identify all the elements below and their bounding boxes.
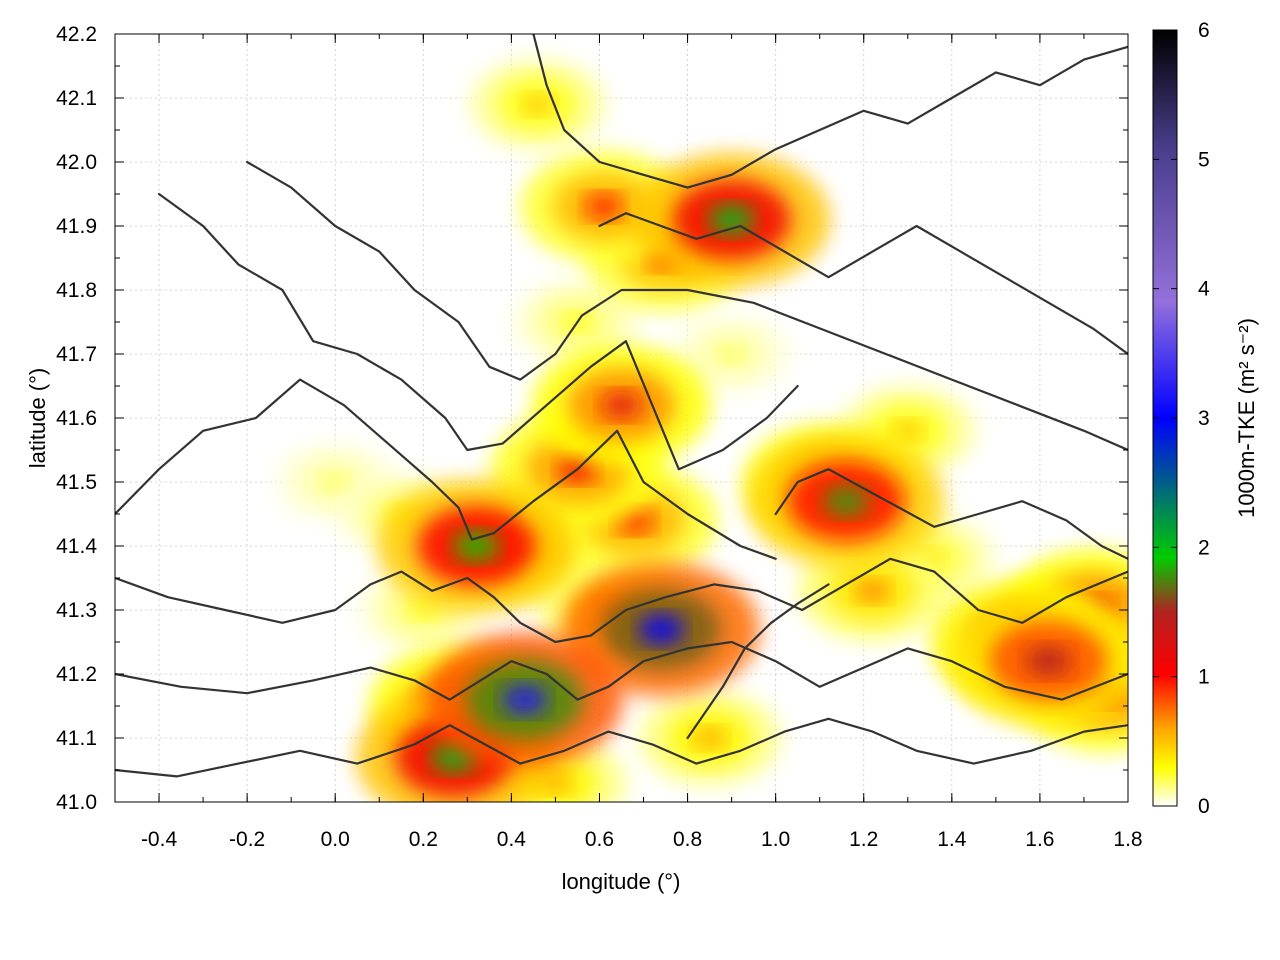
heat-spot [633,152,831,287]
x-tick-label: 1.0 [761,828,790,851]
y-tick-label: 41.2 [56,663,97,686]
y-tick-label: 41.3 [56,599,97,622]
y-axis-title: latitude (°) [25,368,50,469]
heat-spot [532,344,711,466]
heat-spot [426,632,624,767]
y-tick-label: 41.9 [56,215,97,238]
y-tick-label: 42.0 [56,151,97,174]
colorbar-tick-label: 3 [1198,407,1210,430]
y-tick-label: 41.6 [56,407,97,430]
x-tick-label: 1.2 [849,828,878,851]
contour-line [115,378,777,560]
colorbar-title: 1000m-TKE (m² s⁻²) [1234,318,1259,518]
heat-spot [950,594,1128,729]
x-tick-label: -0.4 [141,828,178,851]
colorbar-tick-label: 5 [1198,148,1210,171]
y-tick-labels: 41.0 41.1 41.2 41.3 41.4 41.5 41.6 41.7 41.8 41.9… [56,23,97,814]
heat-spot [377,479,575,613]
x-tick-label: 0.8 [673,828,702,851]
y-tick-label: 41.7 [56,343,97,366]
colorbar-tick-label: 6 [1198,19,1210,42]
x-tick-label: 1.6 [1025,828,1054,851]
colorbar-tick-label: 2 [1198,536,1210,559]
y-tick-label: 41.4 [56,535,97,558]
colorbar-tick-label: 4 [1198,278,1210,301]
x-tick-label: 0.6 [585,828,614,851]
y-tick-label: 41.5 [56,471,97,494]
colorbar-tick-label: 0 [1198,795,1210,818]
contour-line [774,468,1128,560]
heat-spot [470,58,606,151]
contour-line [115,557,1128,644]
x-tick-label: -0.2 [229,828,265,851]
y-tick-label: 42.1 [56,87,97,110]
contour-line [686,583,830,740]
x-tick-label: 0.0 [321,828,350,851]
heat-spot [562,562,760,697]
contour-line [246,160,1128,452]
y-tick-label: 42.2 [56,23,97,46]
contour-line [115,640,1128,701]
contour-line [598,212,1128,356]
x-tick-label: 1.8 [1113,828,1142,851]
y-tick-label: 41.0 [56,791,97,814]
y-tick-label: 41.8 [56,279,97,302]
x-tick-label: 0.2 [409,828,438,851]
colorbar-tick-label: 1 [1198,666,1210,689]
heat-spot [672,314,791,394]
contour-line [532,34,1128,189]
axis-ticks [114,33,1129,803]
x-tick-label: 1.4 [937,828,967,851]
heat-spot [747,434,945,569]
contour-line [157,192,799,471]
contour-line [115,717,1128,778]
x-tick-labels: -0.4 -0.2 0.0 0.2 0.4 0.6 0.8 1.0 1.2 1.4 1.6 1.8 [141,828,1143,851]
x-axis-title: longitude (°) [562,869,681,894]
colorbar-ticks: 0 1 2 3 4 5 6 [1153,19,1210,818]
y-tick-label: 41.1 [56,727,97,750]
contour-layer [115,34,1128,778]
heatmap-layer [276,58,1128,802]
x-tick-label: 0.4 [497,828,527,851]
